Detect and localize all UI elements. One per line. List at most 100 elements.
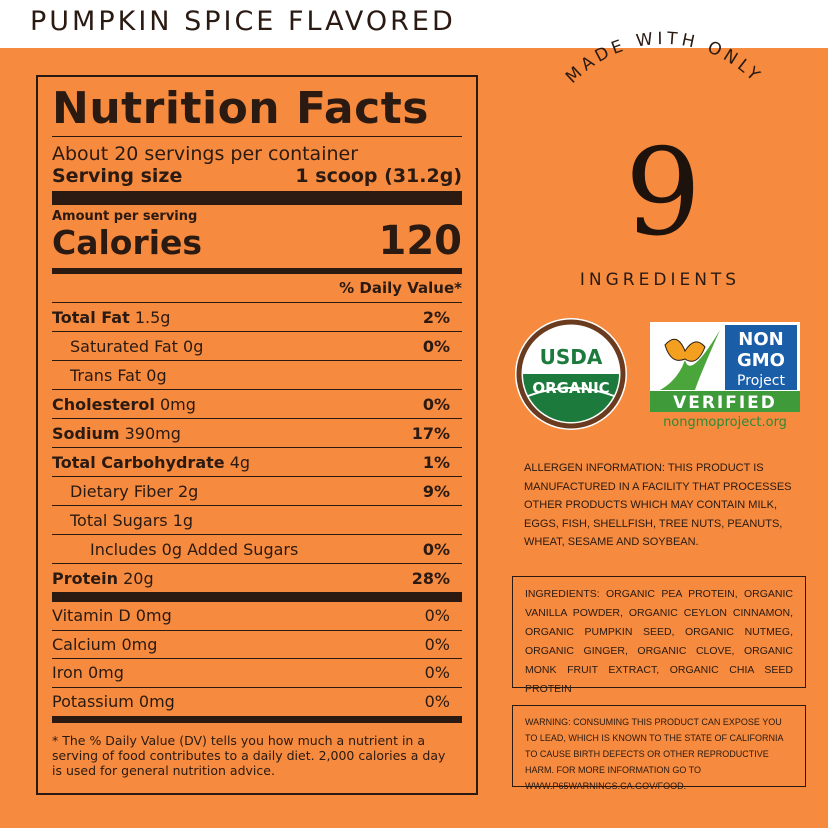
nutrient-row: Saturated Fat 0g 0%	[52, 331, 462, 360]
nongmo-line1: NON	[738, 329, 783, 350]
vitamin-row: Potassium 0mg 0%	[52, 688, 462, 717]
nutrient: Sodium 390mg	[52, 424, 181, 443]
vitamin-rows: Vitamin D 0mg 0% Calcium 0mg 0% Iron 0mg 0% Po…	[52, 602, 462, 716]
nutrient: Cholesterol 0mg	[52, 395, 196, 414]
daily-value: 0%	[422, 539, 450, 559]
nongmo-blue	[725, 325, 797, 390]
nutrient-amount: 2g	[177, 481, 199, 501]
verified-bar	[650, 391, 800, 412]
nutrient-name: Includes 0g Added Sugars	[90, 539, 299, 559]
nutrient-row: Cholesterol 0mg 0%	[52, 389, 462, 418]
calories: Calories 120	[52, 218, 463, 264]
vitamin-name: Vitamin D	[52, 606, 131, 626]
footnote: * The % Daily Value (DV) tells you how m…	[52, 733, 446, 778]
vitamin-amount: 0mg	[121, 634, 158, 654]
badge-number: 9	[625, 124, 701, 263]
vitamin-name: Calcium	[52, 634, 117, 654]
usda-bg	[515, 318, 627, 430]
daily-value: 0%	[424, 692, 450, 712]
nongmo-line2: GMO	[737, 350, 785, 371]
nongmo-line3: Project	[737, 373, 785, 389]
nutrient-row: Total Fat 1.5g 2%	[52, 302, 462, 331]
divider	[52, 716, 462, 723]
divider	[52, 592, 462, 602]
usda-line1: USDA	[540, 345, 603, 369]
nutrient-name: Protein	[52, 568, 118, 588]
usda-ring	[516, 319, 626, 429]
nutrient-amount: 0g	[146, 365, 167, 385]
divider	[52, 191, 462, 205]
nutrient-name: Total Fat	[52, 307, 130, 327]
nutrient-name: Dietary Fiber	[70, 481, 173, 501]
nutrient-amount: 1.5g	[134, 307, 171, 327]
usda-line2: ORGANIC	[532, 379, 609, 397]
nutrient: Saturated Fat 0g	[52, 337, 203, 356]
nongmo-url: nongmoproject.org	[663, 415, 787, 430]
nutrient-name: Sodium	[52, 423, 120, 443]
servings: About 20 servings per container	[52, 143, 359, 165]
nutrient-row: Dietary Fiber 2g 9%	[52, 476, 462, 505]
daily-value-header: % Daily Value*	[339, 279, 462, 297]
nutrient: Total Carbohydrate 4g	[52, 453, 250, 472]
ingredients: INGREDIENTS: ORGANIC PEA PROTEIN, ORGANI…	[512, 576, 806, 695]
nutrient: Protein 20g	[52, 569, 154, 588]
daily-value: 9%	[422, 481, 450, 501]
vitamin-name: Potassium	[52, 692, 134, 712]
nutrient-row: Includes 0g Added Sugars 0%	[52, 534, 462, 563]
nutrition-facts: Nutrition Facts About 20 servings per co…	[36, 75, 478, 795]
allergen-info: ALLERGEN INFORMATION: THIS PRODUCT IS MA…	[524, 462, 792, 548]
nutrient-name: Trans Fat	[70, 365, 142, 385]
nutrient-name: Saturated Fat	[70, 336, 178, 356]
nutrient: Total Fat 1.5g	[52, 308, 170, 327]
nutrient: Trans Fat 0g	[52, 366, 167, 385]
vitamin-amount: 0mg	[138, 692, 175, 712]
vitamin: Calcium 0mg	[52, 635, 157, 654]
nutrient: Includes 0g Added Sugars	[52, 540, 298, 559]
daily-value: 0%	[424, 663, 450, 683]
vitamin-amount: 0mg	[87, 663, 124, 683]
serving-size-label: Serving size	[52, 165, 183, 187]
calories-label: Calories	[52, 223, 203, 262]
daily-value: 0%	[424, 606, 450, 626]
usda-furrow	[527, 387, 615, 397]
nongmo-verified: VERIFIED	[673, 393, 777, 413]
amount-per-serving: Amount per serving	[52, 209, 198, 224]
nutrient-name: Cholesterol	[52, 394, 155, 414]
daily-value: 0%	[424, 634, 450, 654]
nutrient-name: Total Carbohydrate	[52, 452, 225, 472]
divider	[52, 268, 462, 274]
daily-value: 28%	[411, 568, 450, 588]
daily-value: 0%	[422, 336, 450, 356]
usda-field	[523, 374, 619, 422]
nongmo-bg	[650, 322, 800, 412]
vitamin-row: Calcium 0mg 0%	[52, 631, 462, 659]
butterfly	[664, 338, 706, 362]
nutrient-rows: Total Fat 1.5g 2% Saturated Fat 0g 0% Trans …	[52, 302, 462, 592]
vitamin: Vitamin D 0mg	[52, 606, 172, 625]
vitamin-amount: 0mg	[135, 606, 172, 626]
vitamin-row: Iron 0mg 0%	[52, 659, 462, 688]
nutrient-row: Total Sugars 1g	[52, 505, 462, 534]
nutrient-row: Protein 20g 28%	[52, 563, 462, 592]
calories-value: 120	[378, 218, 463, 264]
nutrient-amount: 0g	[183, 336, 204, 356]
nutrient: Total Sugars 1g	[52, 511, 193, 530]
vitamin-name: Iron	[52, 663, 83, 683]
warning: WARNING: CONSUMING THIS PRODUCT CAN EXPO…	[512, 705, 806, 791]
nutrient-amount: 20g	[123, 568, 154, 588]
vitamin: Iron 0mg	[52, 663, 124, 682]
serving-size-value: 1 scoop (31.2g)	[295, 165, 462, 187]
nutrient-name: Total Sugars	[70, 510, 168, 530]
daily-value: 17%	[411, 423, 450, 443]
nutrient: Dietary Fiber 2g	[52, 482, 198, 501]
nutrient-row: Total Carbohydrate 4g 1%	[52, 447, 462, 476]
plant	[660, 330, 720, 390]
nutrient-amount: 390mg	[124, 423, 181, 443]
product-title: PUMPKIN SPICE FLAVORED	[0, 0, 828, 48]
nf-title: Nutrition Facts	[52, 87, 462, 137]
vitamin-row: Vitamin D 0mg 0%	[52, 602, 462, 631]
nutrient-amount: 4g	[229, 452, 251, 472]
nutrient-amount: 0mg	[159, 394, 196, 414]
